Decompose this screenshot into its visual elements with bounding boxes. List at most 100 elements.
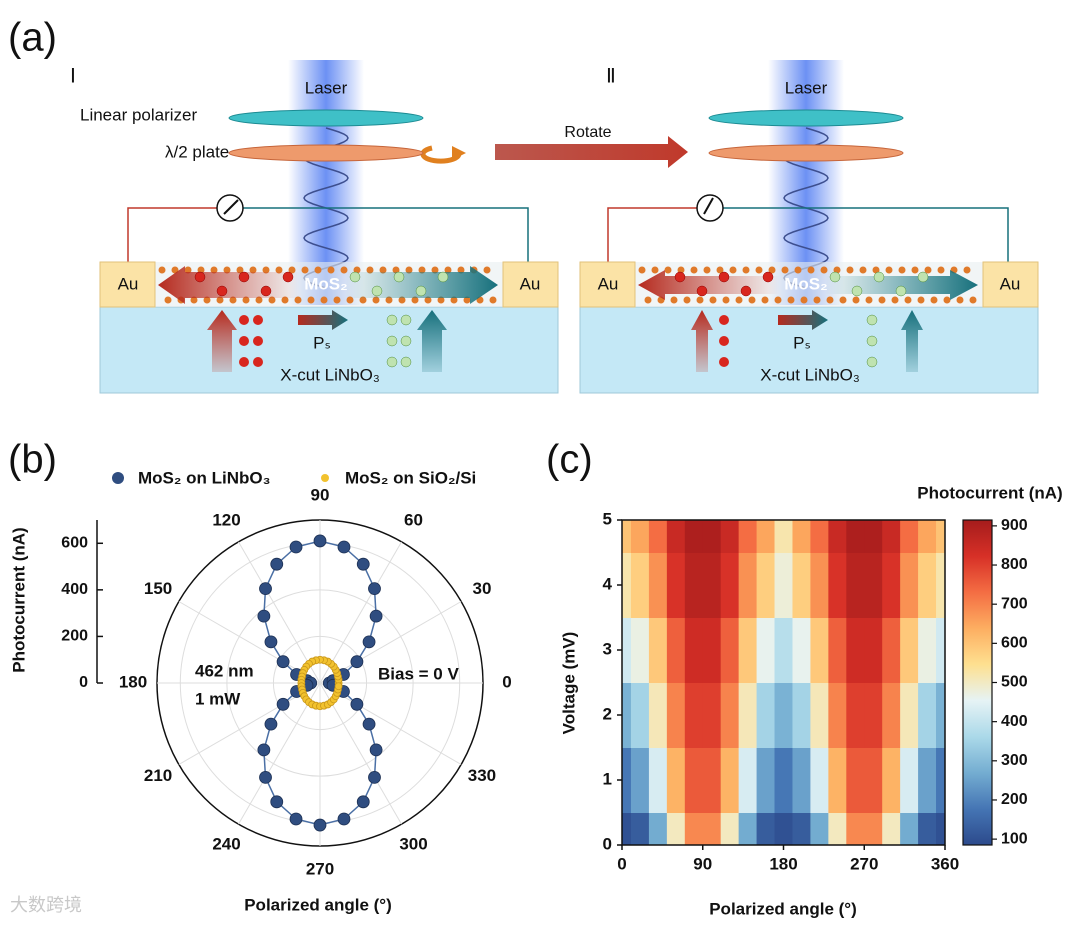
atom bbox=[229, 296, 237, 304]
hole bbox=[719, 315, 729, 325]
heat-cell bbox=[702, 617, 722, 683]
atom bbox=[171, 266, 179, 274]
heat-cell bbox=[864, 552, 883, 618]
theta-tick-label: 0 bbox=[502, 672, 511, 691]
heat-cell bbox=[936, 552, 946, 618]
optic-label: Linear polarizer bbox=[80, 105, 198, 124]
hole bbox=[239, 336, 249, 346]
heat-cell bbox=[720, 812, 740, 846]
atom bbox=[638, 266, 646, 274]
atom bbox=[878, 296, 886, 304]
electron bbox=[400, 335, 412, 347]
atom bbox=[158, 266, 166, 274]
wire bbox=[243, 207, 529, 262]
heat-cell bbox=[756, 552, 776, 618]
atom bbox=[281, 296, 289, 304]
atom bbox=[216, 296, 224, 304]
heat-cell bbox=[702, 520, 722, 553]
heat-cell bbox=[918, 812, 937, 846]
hole bbox=[253, 357, 263, 367]
heat-cell bbox=[648, 617, 668, 683]
electron bbox=[371, 285, 383, 297]
theta-tick-label: 90 bbox=[311, 485, 330, 504]
half-wave-plate bbox=[228, 144, 424, 162]
ammeter-needle bbox=[223, 199, 239, 215]
grid-spoke bbox=[319, 682, 402, 825]
current-arrow bbox=[345, 266, 498, 304]
hole bbox=[260, 285, 272, 297]
electron bbox=[851, 285, 863, 297]
atom bbox=[164, 296, 172, 304]
hole bbox=[718, 271, 730, 283]
y-tick-label: 0 bbox=[603, 834, 612, 853]
atom bbox=[709, 296, 717, 304]
heat-cell bbox=[918, 682, 937, 748]
colorbar-tick-label: 500 bbox=[1001, 674, 1028, 691]
atom bbox=[431, 266, 439, 274]
atom bbox=[924, 266, 932, 274]
theta-tick-label: 150 bbox=[144, 579, 172, 598]
heat-cell bbox=[684, 552, 704, 618]
atom bbox=[262, 266, 270, 274]
atom bbox=[677, 266, 685, 274]
atom bbox=[463, 296, 471, 304]
theta-tick-label: 180 bbox=[119, 672, 147, 691]
atom bbox=[294, 296, 302, 304]
atom bbox=[690, 266, 698, 274]
heat-cell bbox=[828, 617, 847, 683]
heat-cell bbox=[918, 552, 937, 618]
heat-cell bbox=[684, 617, 704, 683]
heat-cell bbox=[936, 682, 946, 748]
heat-cell bbox=[630, 682, 650, 748]
data-point bbox=[289, 540, 303, 554]
atom bbox=[898, 266, 906, 274]
heat-cell bbox=[828, 682, 847, 748]
heat-cell bbox=[774, 520, 793, 553]
heat-cell bbox=[630, 617, 650, 683]
laser-label: Laser bbox=[785, 78, 828, 97]
heat-cell bbox=[864, 682, 883, 748]
atom bbox=[859, 266, 867, 274]
atom bbox=[424, 296, 432, 304]
atom bbox=[385, 296, 393, 304]
wire bbox=[723, 207, 1009, 262]
heat-cell bbox=[792, 747, 811, 813]
wire bbox=[607, 207, 697, 262]
heat-cell bbox=[882, 520, 901, 553]
substrate-label: X-cut LiNbO₃ bbox=[760, 365, 860, 384]
atom bbox=[418, 266, 426, 274]
data-point bbox=[270, 795, 284, 809]
heat-cell bbox=[774, 617, 793, 683]
rotate-arrow bbox=[495, 136, 688, 168]
electrode bbox=[502, 261, 559, 308]
heat-cell bbox=[702, 682, 722, 748]
field-arrow bbox=[207, 310, 237, 372]
watermark: 大数跨境 bbox=[10, 895, 82, 915]
field-arrow bbox=[691, 310, 713, 372]
atom bbox=[249, 266, 257, 274]
electron bbox=[349, 271, 361, 283]
data-point bbox=[259, 582, 272, 596]
heat-cell bbox=[882, 682, 901, 748]
heat-cell bbox=[630, 552, 650, 618]
atom bbox=[826, 296, 834, 304]
atom bbox=[943, 296, 951, 304]
heat-cell bbox=[936, 747, 946, 813]
atom bbox=[210, 266, 218, 274]
electron bbox=[866, 335, 878, 347]
heat-cell bbox=[720, 682, 740, 748]
hole bbox=[253, 315, 263, 325]
electron bbox=[437, 271, 449, 283]
data-point bbox=[337, 812, 351, 826]
atom bbox=[930, 296, 938, 304]
heat-cell bbox=[882, 617, 901, 683]
x-tick-label: 270 bbox=[850, 854, 878, 873]
atom bbox=[236, 266, 244, 274]
data-point bbox=[276, 697, 290, 711]
legend-label: MoS₂ on SiO₂/Si bbox=[345, 468, 476, 487]
atom bbox=[307, 296, 315, 304]
hole bbox=[239, 315, 249, 325]
heat-cell bbox=[900, 552, 919, 618]
heat-cell bbox=[774, 747, 793, 813]
field-arrow bbox=[901, 310, 923, 372]
